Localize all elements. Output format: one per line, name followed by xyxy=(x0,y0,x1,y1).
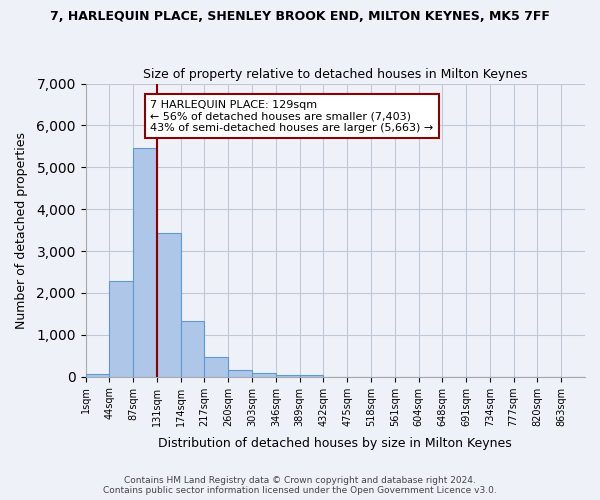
Bar xyxy=(228,370,252,376)
Bar xyxy=(299,375,323,376)
Bar xyxy=(133,148,157,376)
Bar xyxy=(181,322,205,376)
Text: 7 HARLEQUIN PLACE: 129sqm
← 56% of detached houses are smaller (7,403)
43% of se: 7 HARLEQUIN PLACE: 129sqm ← 56% of detac… xyxy=(151,100,434,133)
Bar xyxy=(109,281,133,376)
X-axis label: Distribution of detached houses by size in Milton Keynes: Distribution of detached houses by size … xyxy=(158,437,512,450)
Text: Contains HM Land Registry data © Crown copyright and database right 2024.
Contai: Contains HM Land Registry data © Crown c… xyxy=(103,476,497,495)
Y-axis label: Number of detached properties: Number of detached properties xyxy=(15,132,28,328)
Bar xyxy=(252,373,276,376)
Bar xyxy=(86,374,109,376)
Bar xyxy=(276,374,299,376)
Text: 7, HARLEQUIN PLACE, SHENLEY BROOK END, MILTON KEYNES, MK5 7FF: 7, HARLEQUIN PLACE, SHENLEY BROOK END, M… xyxy=(50,10,550,23)
Bar xyxy=(205,357,228,376)
Title: Size of property relative to detached houses in Milton Keynes: Size of property relative to detached ho… xyxy=(143,68,527,81)
Bar xyxy=(157,233,181,376)
